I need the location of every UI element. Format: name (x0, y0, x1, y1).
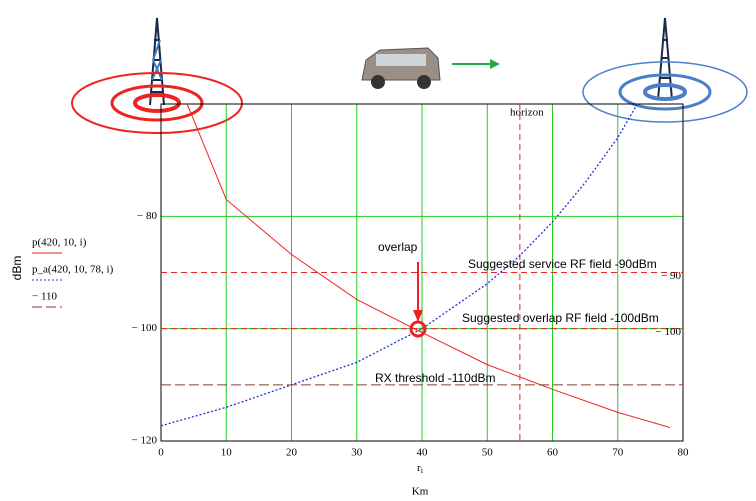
x-axis-label-sub: i (421, 466, 424, 475)
x-tick-label: 20 (286, 447, 298, 459)
legend-label: − 110 (32, 291, 58, 303)
y-tick-label: − 120 (132, 435, 158, 447)
y-marker-label: − 90 (661, 270, 681, 282)
annotation: horizon (510, 107, 544, 119)
left-rings (72, 73, 242, 133)
right-tower (658, 18, 672, 100)
y-axis-label: dBm (10, 256, 24, 281)
chart: dBm ri Km 0 10 20 30 40 50 60 70 80 − 80 − 100 − 12… (0, 0, 756, 501)
annotation: overlap (378, 240, 418, 254)
legend-label: p(420, 10, i) (32, 237, 87, 249)
x-tick-label: 80 (678, 447, 690, 459)
annotation: Suggested overlap RF field -100dBm (462, 311, 659, 325)
legend-label: p_a(420, 10, 78, i) (32, 264, 114, 276)
x-tick-label: 60 (547, 447, 559, 459)
x-tick-label: 40 (417, 447, 429, 459)
x-unit: Km (412, 486, 429, 498)
y-marker-label: − 100 (656, 326, 682, 338)
x-tick-label: 70 (612, 447, 624, 459)
left-tower (150, 18, 164, 105)
y-tick-label: − 80 (137, 210, 157, 222)
direction-arrow (452, 59, 500, 69)
x-tick-label: 30 (351, 447, 363, 459)
x-axis-label: ri (417, 462, 424, 475)
car (362, 48, 440, 89)
x-tick-label: 0 (158, 447, 164, 459)
right-rings (583, 62, 747, 122)
x-tick-label: 10 (221, 447, 233, 459)
y-tick-label: − 100 (132, 322, 158, 334)
x-tick-label: 50 (482, 447, 494, 459)
annotation: RX threshold -110dBm (375, 371, 496, 385)
annotation: Suggested service RF field -90dBm (468, 257, 657, 271)
